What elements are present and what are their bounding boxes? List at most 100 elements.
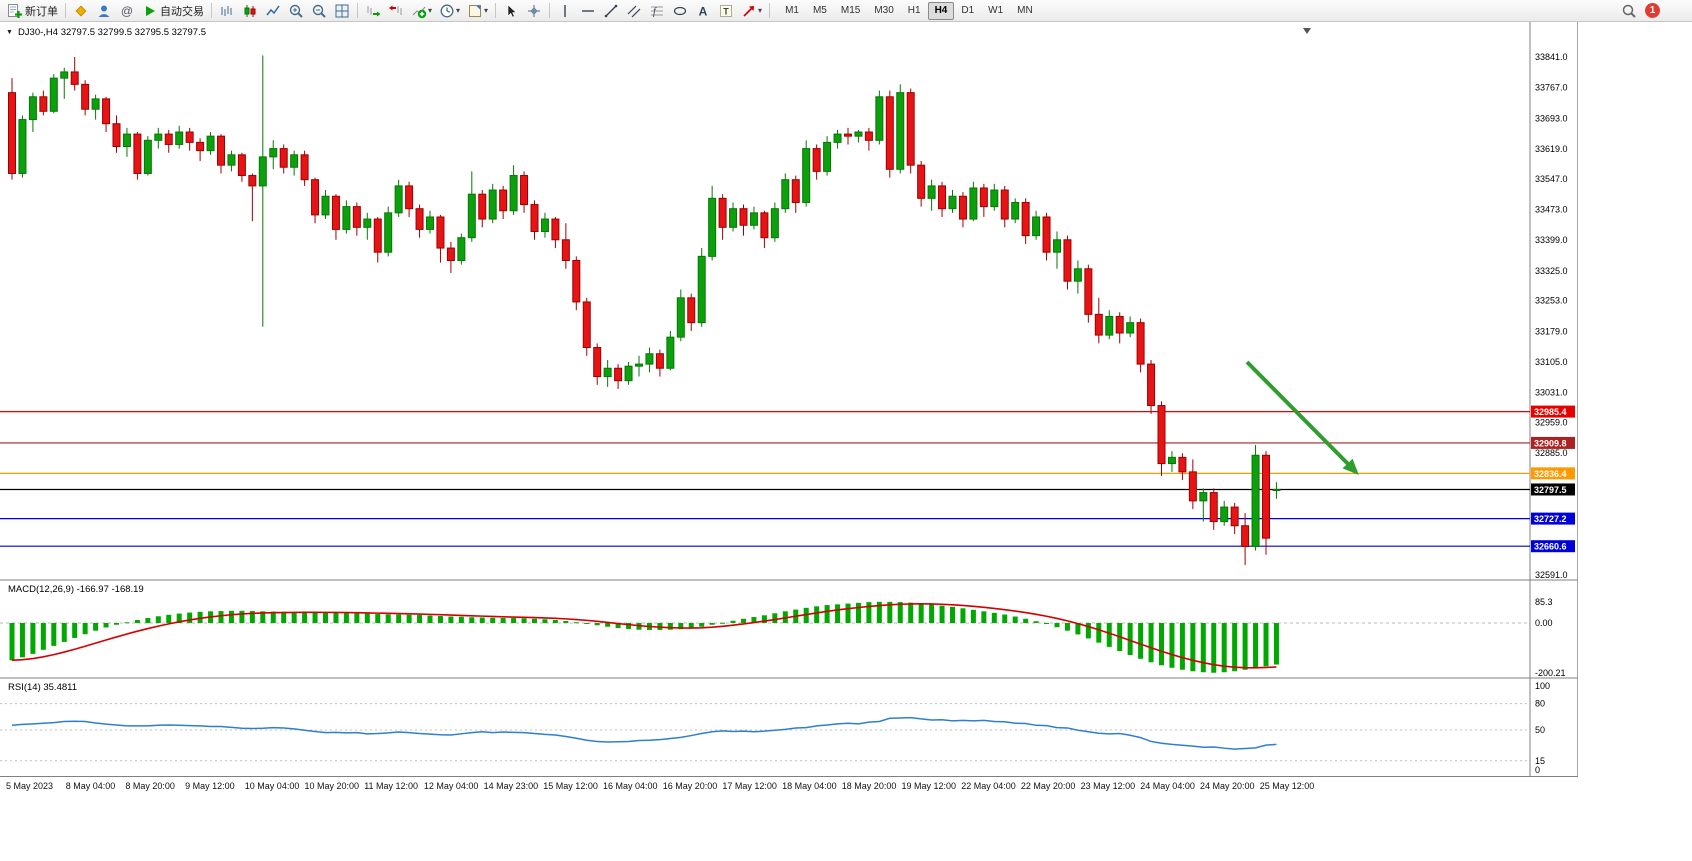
price-axis-label[interactable]: 32591.0 [1535, 570, 1568, 580]
new-order-button[interactable]: 新订单 [4, 1, 61, 21]
v-line-icon [557, 3, 573, 19]
chart-shift-marker[interactable] [1303, 28, 1311, 34]
mql-diamond-icon [73, 3, 89, 19]
candle-body [990, 189, 999, 208]
macd-histogram-bar [511, 618, 517, 623]
horizontal-line-button[interactable] [577, 1, 599, 21]
candle-body [603, 367, 612, 378]
text-button[interactable]: A [692, 1, 714, 21]
macd-scale-label[interactable]: 0.00 [1535, 618, 1553, 628]
community-button[interactable] [93, 1, 115, 21]
rsi-scale-label[interactable]: 0 [1535, 765, 1540, 775]
metaeditor-button[interactable] [70, 1, 92, 21]
candle-body [394, 185, 403, 214]
person-icon [96, 3, 112, 19]
line-chart-button[interactable] [262, 1, 284, 21]
candle-body [572, 259, 581, 303]
zoom-out-button[interactable] [308, 1, 330, 21]
timeframe-m1-button[interactable]: M1 [785, 5, 799, 16]
label-button[interactable]: T [715, 1, 737, 21]
cursor-button[interactable] [500, 1, 522, 21]
price-axis-label[interactable]: 32885.0 [1535, 448, 1568, 458]
tile-windows-button[interactable] [331, 1, 353, 21]
clock-icon [439, 3, 455, 19]
macd-histogram-bar [228, 610, 234, 623]
candle-body [655, 353, 664, 369]
rsi-scale-label[interactable]: 80 [1535, 699, 1545, 709]
price-axis-label[interactable]: 33473.0 [1535, 205, 1568, 215]
candle-body [164, 133, 173, 145]
timeframe-h4-button[interactable]: H4 [927, 1, 955, 20]
timeframe-h1-button[interactable]: H1 [907, 5, 921, 16]
candle-body [300, 154, 309, 181]
macd-histogram-bar [521, 618, 527, 623]
price-axis-label[interactable]: 32959.0 [1535, 418, 1568, 428]
candle-body [770, 208, 779, 239]
rsi-scale-label[interactable]: 50 [1535, 725, 1545, 735]
price-tag-current [1531, 483, 1575, 496]
vertical-line-button[interactable] [554, 1, 576, 21]
auto-trading-button[interactable]: 自动交易 [139, 1, 207, 21]
chart-shift-button[interactable] [385, 1, 407, 21]
arrows-button[interactable]: ▾ [738, 1, 765, 21]
chart-window[interactable]: 33841.0 33767.0 33693.0 33619.0 33547.0 33473… [0, 22, 1578, 797]
price-axis-label[interactable]: 33325.0 [1535, 266, 1568, 276]
macd-histogram-bar [1273, 623, 1279, 665]
news-button[interactable]: @ [116, 1, 138, 21]
timeframe-m5-button[interactable]: M5 [812, 5, 827, 16]
shapes-button[interactable] [669, 1, 691, 21]
candle-body [1220, 506, 1229, 523]
macd-scale-label[interactable]: 85.3 [1535, 597, 1553, 607]
templates-button[interactable]: ▾ [464, 1, 491, 21]
timeframe-w1-button[interactable]: W1 [988, 5, 1004, 16]
zoom-in-button[interactable] [285, 1, 307, 21]
chart-canvas[interactable]: 33841.0 33767.0 33693.0 33619.0 33547.0 33473… [0, 22, 1578, 777]
macd-histogram-bar [417, 615, 423, 623]
caret-down-icon: ▾ [456, 6, 461, 15]
timeframe-m15-button[interactable]: M15 [840, 5, 861, 16]
time-axis[interactable]: 5 May 2023 8 May 04:00 8 May 20:00 9 May 12… [0, 777, 1578, 797]
auto-scroll-button[interactable] [362, 1, 384, 21]
macd-histogram-bar [134, 620, 140, 623]
macd-histogram-bar [176, 613, 182, 623]
search-icon[interactable] [1621, 3, 1637, 19]
price-axis-label[interactable]: 33031.0 [1535, 388, 1568, 398]
price-axis-label[interactable]: 33693.0 [1535, 113, 1568, 123]
trend-arrow-annotation[interactable] [1245, 360, 1359, 475]
timeframe-mn-button[interactable]: MN [1017, 5, 1033, 16]
channel-button[interactable] [623, 1, 645, 21]
price-axis-label[interactable]: 33767.0 [1535, 83, 1568, 93]
price-axis-label[interactable]: 33105.0 [1535, 357, 1568, 367]
notification-badge[interactable]: 1 [1645, 3, 1660, 18]
periods-button[interactable]: ▾ [436, 1, 463, 21]
price-axis-label[interactable]: 33253.0 [1535, 296, 1568, 306]
indicators-button[interactable]: ▾ [408, 1, 435, 21]
price-tag-label: 32660.6 [1534, 542, 1567, 552]
candle-body [1241, 525, 1250, 547]
timeframe-d1-button[interactable]: D1 [961, 5, 975, 16]
price-axis-label[interactable]: 33399.0 [1535, 235, 1568, 245]
rsi-scale-label[interactable]: 15 [1535, 756, 1545, 766]
fibonacci-button[interactable]: f [646, 1, 668, 21]
macd-scale-label[interactable]: -200.21 [1535, 668, 1566, 678]
candle-body [917, 164, 926, 199]
template-icon [467, 3, 483, 19]
rsi-scale-label[interactable]: 100 [1535, 681, 1550, 691]
candle-body [864, 131, 873, 141]
crosshair-button[interactable] [523, 1, 545, 21]
candle-body [1157, 405, 1166, 465]
price-axis-label[interactable]: 33179.0 [1535, 326, 1568, 336]
price-axis-label[interactable]: 33619.0 [1535, 144, 1568, 154]
candle-body [812, 148, 821, 172]
macd-histogram-bar [1127, 623, 1133, 656]
rsi-line [11, 716, 1277, 750]
macd-histogram-bar [469, 617, 475, 623]
time-axis-label: 22 May 20:00 [1020, 781, 1076, 791]
trendline-button[interactable] [600, 1, 622, 21]
price-axis-label[interactable]: 33547.0 [1535, 174, 1568, 184]
price-axis-label[interactable]: 33841.0 [1535, 52, 1568, 62]
bar-chart-button[interactable] [216, 1, 238, 21]
caret-down-icon: ▾ [758, 6, 763, 15]
candlestick-chart-button[interactable] [239, 1, 261, 21]
timeframe-m30-button[interactable]: M30 [874, 5, 894, 16]
